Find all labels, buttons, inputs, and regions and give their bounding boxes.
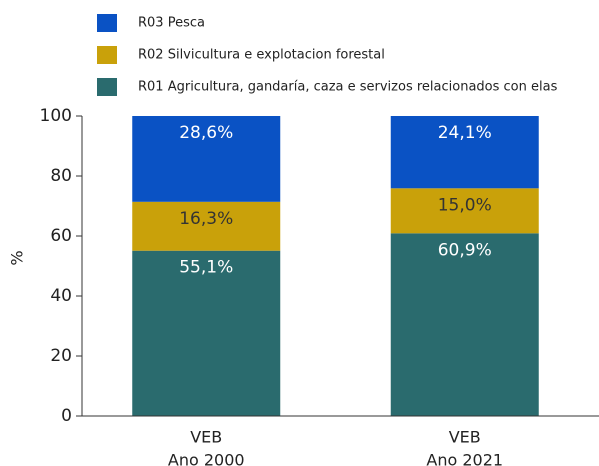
bar-segment xyxy=(132,201,281,251)
x-tick-label: Ano 2000 xyxy=(168,451,245,466)
data-label: 55,1% xyxy=(179,258,233,278)
y-tick-label: 80 xyxy=(50,166,72,186)
y-axis-label: % xyxy=(8,250,27,265)
legend-label: R01 Agricultura, gandaría, caza e serviz… xyxy=(138,80,558,95)
legend-swatch xyxy=(97,46,117,64)
y-tick-label: 100 xyxy=(40,106,72,126)
data-label: 28,6% xyxy=(179,123,233,143)
data-label: 60,9% xyxy=(438,240,492,260)
legend-label: R03 Pesca xyxy=(138,16,205,31)
x-tick-label: VEB xyxy=(190,428,222,447)
x-tick-label: Ano 2021 xyxy=(426,451,503,466)
legend-swatch xyxy=(97,14,117,32)
bar-segment xyxy=(390,116,539,189)
bar-segment xyxy=(390,233,539,416)
y-tick-label: 40 xyxy=(50,286,72,306)
legend-swatch xyxy=(97,78,117,96)
y-tick-label: 60 xyxy=(50,226,72,246)
bar-segment xyxy=(132,250,281,416)
y-tick-label: 20 xyxy=(50,346,72,366)
bar-segment xyxy=(132,116,281,202)
data-label: 16,3% xyxy=(179,209,233,229)
y-tick-label: 0 xyxy=(61,406,72,426)
data-label: 15,0% xyxy=(438,195,492,215)
data-label: 24,1% xyxy=(438,123,492,143)
bar-segment xyxy=(390,188,539,234)
legend-label: R02 Silvicultura e explotacion forestal xyxy=(138,48,385,63)
x-tick-label: VEB xyxy=(449,428,481,447)
